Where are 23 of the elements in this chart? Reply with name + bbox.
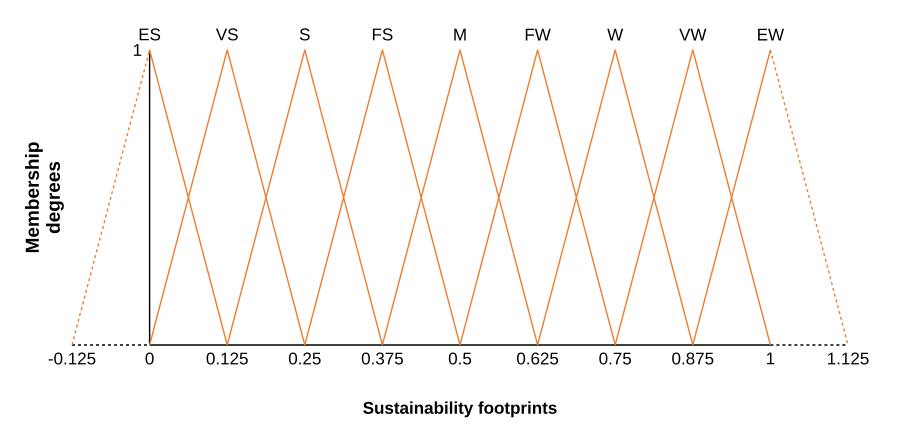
x-tick-label: 1 [766,352,774,364]
x-tick-label: 0.75 [599,352,632,365]
annotation: W [607,28,624,40]
annotation: M [454,28,466,40]
y-axis-title: Membership degrees [25,142,64,252]
x-tick-label: 0.125 [206,352,248,365]
x-tick-label: 0.5 [448,352,472,365]
annotation: ES [140,28,160,40]
annotation: FW [526,28,551,40]
x-tick-label: 0.25 [288,352,321,365]
x-tick-label: 0.625 [516,352,558,365]
x-tick-label: -0.125 [48,352,96,365]
annotation: S [300,28,310,40]
x-tick-label: 0 [146,352,154,365]
x-axis-title: Sustainability footprints [363,401,557,418]
x-tick-label: 0.375 [362,352,403,365]
x-tick-label: 0.875 [672,352,714,365]
annotation: EW [758,28,784,40]
x-tick-label: 1.125 [828,352,869,365]
annotation: 1 [134,44,142,56]
annotation: FS [372,28,392,40]
annotation: VS [216,28,238,40]
annotation: VW [679,28,706,40]
